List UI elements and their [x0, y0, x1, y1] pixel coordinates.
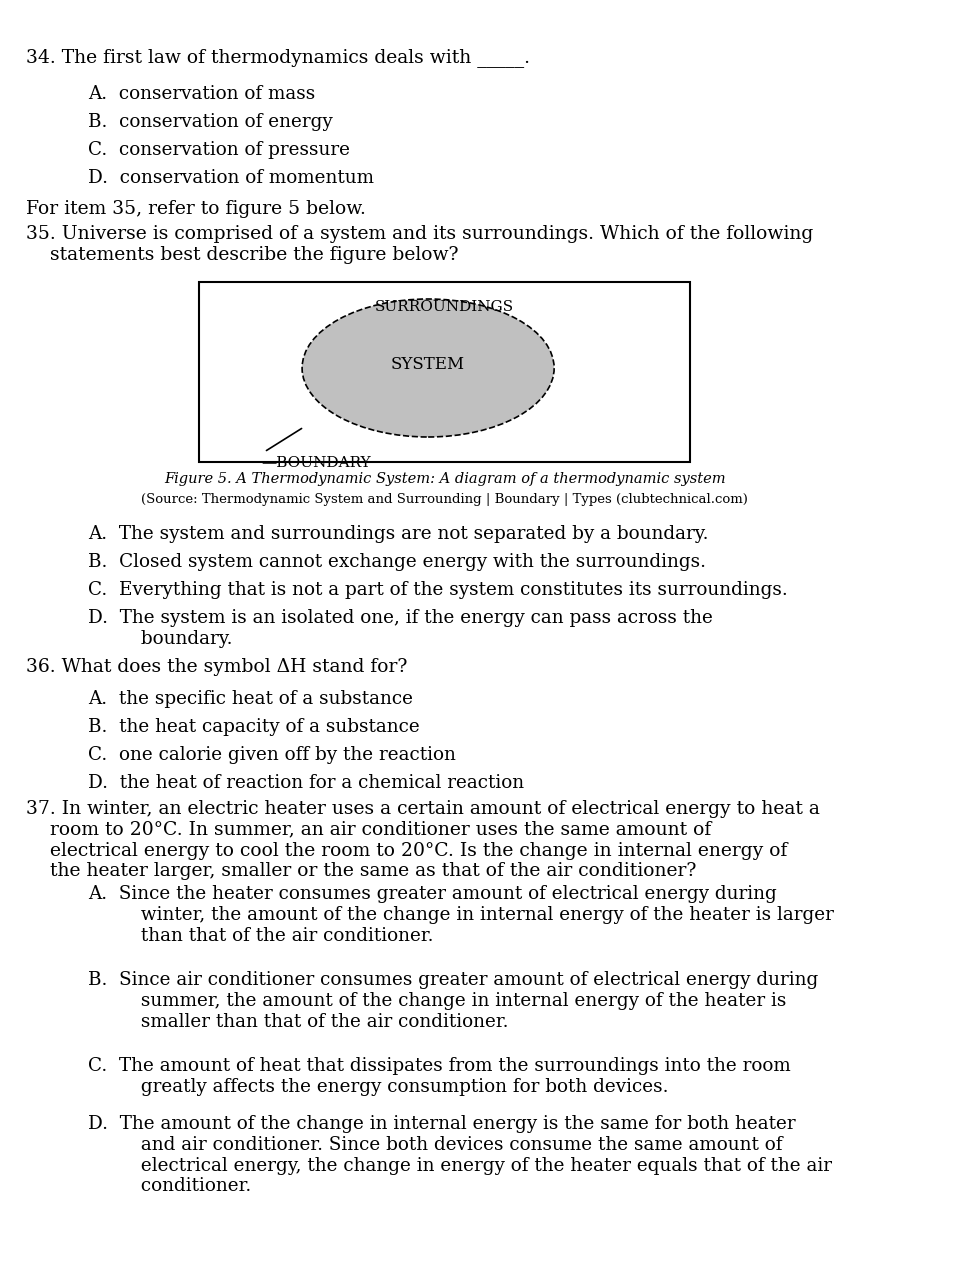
Text: B.  conservation of energy: B. conservation of energy: [88, 112, 332, 132]
Text: (Source: Thermodynamic System and Surrounding | Boundary | Types (clubtechnical.: (Source: Thermodynamic System and Surrou…: [141, 493, 749, 506]
Text: 34. The first law of thermodynamics deals with _____.: 34. The first law of thermodynamics deal…: [26, 49, 530, 66]
Text: SYSTEM: SYSTEM: [391, 355, 466, 372]
Ellipse shape: [302, 299, 554, 437]
Text: 35. Universe is comprised of a system and its surroundings. Which of the followi: 35. Universe is comprised of a system an…: [26, 225, 813, 263]
Text: C.  The amount of heat that dissipates from the surroundings into the room
     : C. The amount of heat that dissipates fr…: [88, 1057, 791, 1095]
Text: A.  Since the heater consumes greater amount of electrical energy during
       : A. Since the heater consumes greater amo…: [88, 884, 834, 944]
Text: Figure 5. A Thermodynamic System: A diagram of a thermodynamic system: Figure 5. A Thermodynamic System: A diag…: [164, 472, 725, 486]
Text: SURROUNDINGS: SURROUNDINGS: [375, 300, 514, 314]
Text: D.  the heat of reaction for a chemical reaction: D. the heat of reaction for a chemical r…: [88, 774, 525, 792]
Text: A.  conservation of mass: A. conservation of mass: [88, 86, 315, 104]
Text: D.  conservation of momentum: D. conservation of momentum: [88, 169, 374, 187]
Text: C.  conservation of pressure: C. conservation of pressure: [88, 141, 350, 158]
Text: B.  Closed system cannot exchange energy with the surroundings.: B. Closed system cannot exchange energy …: [88, 553, 706, 571]
Text: —BOUNDARY: —BOUNDARY: [262, 456, 371, 470]
Text: A.  the specific heat of a substance: A. the specific heat of a substance: [88, 690, 413, 708]
Text: D.  The amount of the change in internal energy is the same for both heater
    : D. The amount of the change in internal …: [88, 1114, 832, 1195]
Text: A.  The system and surroundings are not separated by a boundary.: A. The system and surroundings are not s…: [88, 525, 708, 543]
Text: 37. In winter, an electric heater uses a certain amount of electrical energy to : 37. In winter, an electric heater uses a…: [26, 800, 820, 881]
Text: D.  The system is an isolated one, if the energy can pass across the
         bo: D. The system is an isolated one, if the…: [88, 610, 713, 648]
Text: For item 35, refer to figure 5 below.: For item 35, refer to figure 5 below.: [26, 199, 366, 219]
Text: B.  Since air conditioner consumes greater amount of electrical energy during
  : B. Since air conditioner consumes greate…: [88, 971, 818, 1030]
Text: C.  Everything that is not a part of the system constitutes its surroundings.: C. Everything that is not a part of the …: [88, 581, 788, 599]
Text: 36. What does the symbol ΔH stand for?: 36. What does the symbol ΔH stand for?: [26, 658, 408, 676]
FancyBboxPatch shape: [199, 282, 691, 463]
Text: B.  the heat capacity of a substance: B. the heat capacity of a substance: [88, 718, 420, 736]
Text: C.  one calorie given off by the reaction: C. one calorie given off by the reaction: [88, 746, 456, 764]
